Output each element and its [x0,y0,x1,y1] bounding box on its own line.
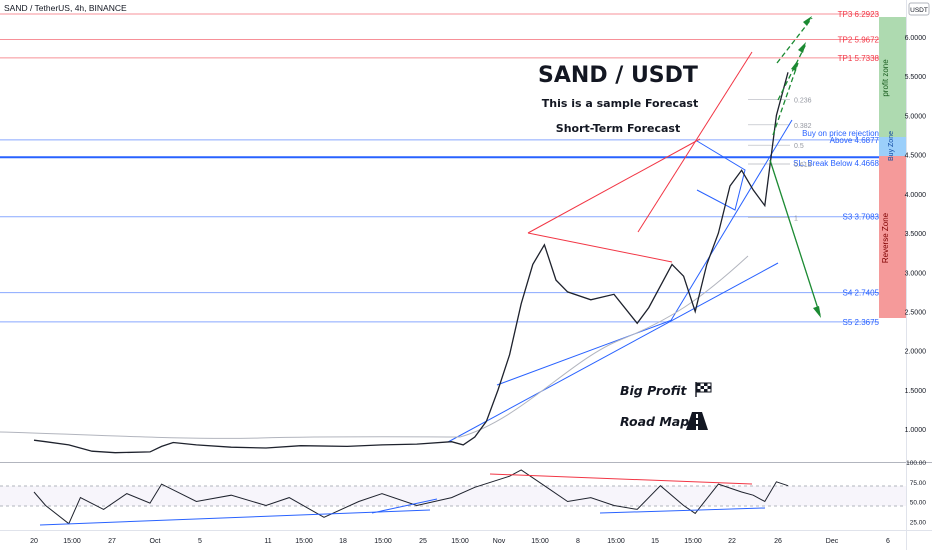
reverse-zone-label: Reverse Zone [881,212,890,263]
moving-average-line [0,255,749,439]
x-tick-label-9: 25 [419,538,427,545]
arrowhead-tp3 [803,16,812,26]
x-tick-label-16: 15:00 [684,538,702,545]
symbol-header: SAND / TetherUS, 4h, BINANCE [4,3,127,13]
x-tick-label-7: 18 [339,538,347,545]
rsi-red-divergence [489,473,753,485]
red-trendline-upper [527,138,701,234]
level-label-2: TP1 5.7338 [838,54,880,63]
forecast-arrow-tp2 [777,43,807,101]
x-tick-label-12: 15:00 [531,538,549,545]
chart-title: SAND / USDT [538,63,698,88]
y-tick-label-0: 6.0000 [905,35,927,42]
y-tick-label-7: 2.5000 [905,310,927,317]
x-tick-label-10: 15:00 [451,538,469,545]
rsi-tick-label-0: 100.00 [906,460,926,467]
red-trendline-lower [527,232,673,263]
x-tick-label-8: 15:00 [374,538,392,545]
forecast-arrow-tp3 [776,17,813,64]
profit-zone-label: profit zone [881,59,890,97]
rsi-tick-label-1: 75.00 [910,480,927,487]
chequered-flag-icon [695,382,712,397]
x-tick-label-5: 11 [264,538,271,545]
reverse-zone-band [879,156,906,318]
x-tick-label-19: Dec [826,538,839,545]
x-tick-label-15: 15 [651,538,659,545]
fib-label-0: 0.236 [794,98,812,105]
arrowhead-down [813,306,821,318]
rsi-blue-support-3 [599,507,766,514]
x-tick-label-4: 5 [198,538,202,545]
x-tick-label-3: Oct [150,538,161,545]
buy-zone-label: Buy Zone [888,131,895,161]
forecast-arrow-tp1 [772,62,799,136]
rsi-tick-label-3: 25.00 [910,519,927,526]
level-label-5: S3 3.7083 [843,213,880,222]
fib-label-1: 0.382 [794,123,812,130]
x-tick-label-1: 15:00 [63,538,81,545]
x-tick-label-20: 6 [886,538,890,545]
level-label-0: TP3 6.2923 [838,10,880,19]
blue-support-line-1 [496,319,673,386]
road-map-label: Road Map [620,414,689,429]
x-tick-label-6: 15:00 [295,538,313,545]
x-tick-label-2: 27 [108,538,116,545]
arrowhead-tp2 [798,42,806,53]
y-tick-label-9: 1.5000 [905,388,927,395]
y-tick-label-1: 5.5000 [905,74,927,81]
level-label-3: Above 4.6877 [830,136,880,145]
rsi-blue-support-2 [371,498,438,514]
x-tick-label-14: 15:00 [607,538,625,545]
y-tick-label-3: 4.5000 [905,153,927,160]
currency-label: USDT [910,7,928,14]
rsi-line [33,469,789,525]
currency-box[interactable] [908,2,930,16]
chart-subtitle: This is a sample Forecast [542,97,699,110]
arrowhead-tp1 [791,60,798,71]
blue-wedge [696,140,746,211]
red-channel-line [637,51,753,233]
fib-label-3: 0.618 [794,162,812,169]
buy-zone-band [879,137,906,156]
level-label-1: TP2 5.9672 [838,36,880,45]
blue-support-line-2 [447,262,779,443]
level-label-6: S4 2.7405 [843,289,880,298]
rsi-band [0,486,906,506]
level-label-7: S5 2.3675 [843,318,880,327]
forecast-arrow-down [769,159,821,316]
price-series-line [33,72,789,454]
profit-zone-band [879,17,906,137]
x-tick-label-11: Nov [493,538,506,545]
road-icon [686,412,708,430]
y-tick-label-6: 3.0000 [905,270,927,277]
y-tick-label-8: 2.0000 [905,349,927,356]
x-tick-label-13: 8 [576,538,580,545]
x-tick-label-17: 22 [728,538,736,545]
rsi-tick-label-2: 50.00 [910,500,927,507]
y-tick-label-2: 5.0000 [905,113,927,120]
buy-note: Buy on price rejection [802,129,879,138]
level-label-4: SL: Break Below 4.4668 [793,159,879,168]
y-tick-label-10: 1.0000 [905,427,927,434]
rsi-blue-support-1 [39,509,431,526]
forecast-horizon: Short-Term Forecast [556,122,680,135]
y-tick-label-5: 3.5000 [905,231,927,238]
big-profit-label: Big Profit [620,383,687,398]
fib-label-4: 1 [794,215,798,222]
fib-label-2: 0.5 [794,143,804,150]
y-tick-label-4: 4.0000 [905,192,927,199]
x-tick-label-18: 26 [774,538,782,545]
x-tick-label-0: 20 [30,538,38,545]
